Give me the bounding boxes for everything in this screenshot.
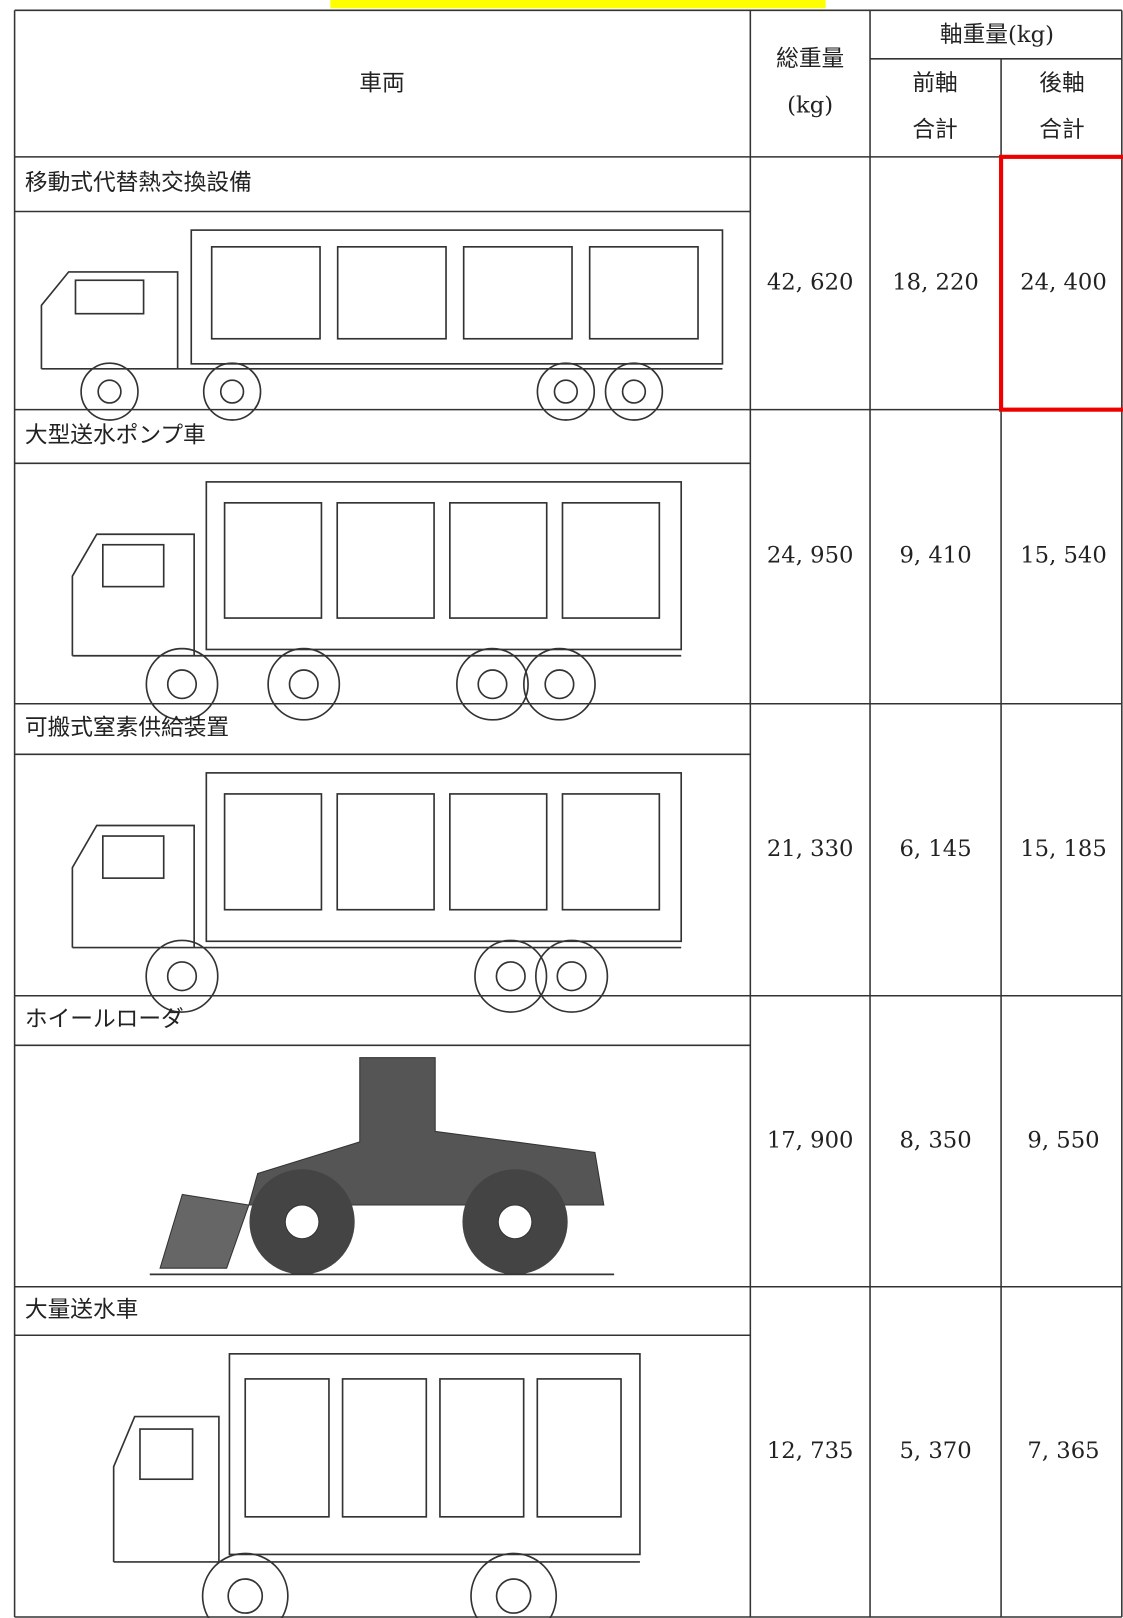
total-weight: 12, 735	[767, 1438, 854, 1464]
hub	[288, 669, 319, 700]
header-rear: 後軸	[1039, 71, 1084, 97]
hub	[219, 379, 245, 404]
rear-axle-weight: 15, 185	[1020, 836, 1107, 862]
wheel	[474, 939, 548, 1013]
vehicle-name: 大型送水ポンプ車	[25, 422, 206, 448]
cab	[40, 271, 179, 369]
front-axle-weight: 8, 350	[899, 1127, 971, 1153]
vehicle-drawing	[149, 1057, 615, 1276]
cargo-box	[205, 772, 683, 943]
header-front-sum: 合計	[912, 117, 957, 143]
header-total: 総重量	[776, 46, 844, 72]
vehicle-drawing	[71, 772, 683, 1013]
hub	[97, 379, 122, 404]
wheel	[535, 939, 609, 1013]
highlight	[330, 0, 826, 9]
front-axle-weight: 9, 410	[899, 543, 971, 569]
hub	[621, 379, 647, 404]
wheel	[145, 939, 219, 1013]
panel	[336, 246, 447, 340]
panel	[561, 793, 661, 911]
header-total-unit: (kg)	[787, 92, 833, 118]
total-weight: 24, 950	[767, 543, 854, 569]
window	[74, 279, 145, 315]
panel	[449, 502, 548, 619]
front-axle-weight: 18, 220	[892, 269, 979, 295]
hub	[497, 1204, 533, 1240]
panel	[341, 1378, 428, 1518]
wheel	[470, 1552, 558, 1618]
cargo-box	[228, 1353, 641, 1556]
hub	[477, 669, 508, 700]
panel	[223, 793, 323, 911]
hub	[495, 961, 526, 992]
wheel	[604, 362, 664, 421]
panel	[223, 502, 323, 619]
panel	[244, 1378, 330, 1518]
panel	[449, 793, 548, 911]
highlight-box	[999, 154, 1123, 412]
wheel	[523, 647, 596, 721]
header-front: 前軸	[912, 71, 957, 97]
vehicle-drawing	[71, 481, 683, 721]
bucket	[159, 1193, 250, 1269]
loader-body	[248, 1057, 605, 1206]
window	[102, 835, 165, 879]
panel	[336, 502, 435, 619]
rear-axle-weight: 9, 550	[1027, 1127, 1099, 1153]
wheel	[80, 362, 139, 421]
cab	[71, 824, 195, 948]
hub	[544, 669, 575, 700]
panel	[336, 793, 435, 911]
wheel	[202, 362, 262, 421]
panel	[210, 246, 321, 340]
vehicle-name: 可搬式窒素供給装置	[25, 715, 229, 741]
panel	[561, 502, 661, 619]
vehicle-drawing	[40, 229, 724, 421]
window	[139, 1428, 194, 1481]
rear-axle-weight: 24, 400	[1020, 269, 1107, 295]
panel	[439, 1378, 525, 1518]
hub	[166, 669, 198, 700]
hub	[556, 961, 587, 992]
panel	[462, 246, 573, 340]
panel	[536, 1378, 622, 1518]
wheel	[456, 647, 529, 721]
cab	[71, 533, 195, 656]
total-weight: 21, 330	[767, 836, 854, 862]
vehicle-name: 大量送水車	[25, 1297, 138, 1323]
hub	[495, 1578, 532, 1614]
vehicle-name: 移動式代替熱交換設備	[25, 170, 252, 196]
cargo-box	[190, 229, 724, 365]
window	[102, 543, 165, 588]
hub	[227, 1578, 264, 1614]
hub	[553, 379, 579, 404]
vehicle-name: ホイールローダ	[25, 1007, 184, 1033]
wheel	[201, 1552, 289, 1618]
vehicle-drawing	[112, 1353, 641, 1618]
rear-axle-weight: 7, 365	[1027, 1438, 1099, 1464]
total-weight: 17, 900	[767, 1127, 854, 1153]
wheel	[536, 362, 596, 421]
header-vehicle: 車両	[359, 71, 404, 97]
cargo-box	[205, 481, 683, 651]
header-rear-sum: 合計	[1039, 117, 1084, 143]
table-grid	[13, 9, 1123, 1618]
wheel	[267, 647, 341, 721]
hub	[166, 961, 198, 992]
header-axle: 軸重量(kg)	[940, 22, 1054, 48]
front-axle-weight: 6, 145	[899, 836, 971, 862]
total-weight: 42, 620	[767, 269, 854, 295]
front-axle-weight: 5, 370	[899, 1438, 971, 1464]
cab	[112, 1415, 220, 1562]
panel	[588, 246, 699, 340]
wheel	[145, 647, 219, 721]
hub	[284, 1204, 320, 1240]
rear-axle-weight: 15, 540	[1020, 543, 1107, 569]
